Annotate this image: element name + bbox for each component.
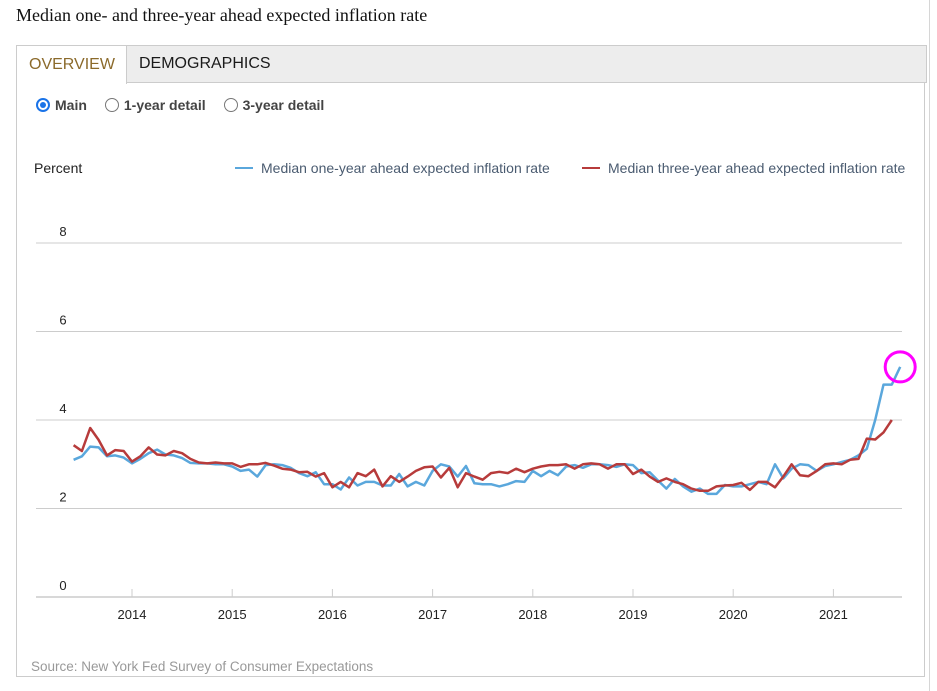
source-note: Source: New York Fed Survey of Consumer … — [31, 659, 374, 674]
series-line-three-year — [72, 419, 893, 493]
gridlines — [36, 242, 902, 509]
legend-item-one-year[interactable]: Median one-year ahead expected inflation… — [235, 160, 550, 176]
radio-checked-icon[interactable] — [36, 98, 50, 112]
y-tick-label: 8 — [59, 224, 66, 239]
x-tick-label: 2017 — [418, 607, 447, 622]
y-axis-ticks: 0 2 4 6 8 — [59, 224, 66, 593]
x-axis: 2014 2015 2016 2017 2018 2019 2020 2021 — [36, 589, 902, 622]
legend-swatch-one-year — [235, 166, 253, 170]
radio-unchecked-icon[interactable] — [104, 98, 119, 112]
radio-1-year-label: 1-year detail — [123, 97, 206, 113]
x-tick-label: 2014 — [118, 607, 147, 622]
y-tick-label: 6 — [59, 313, 66, 328]
legend-item-three-year[interactable]: Median three-year ahead expected inflati… — [582, 160, 905, 176]
page-title: Median one- and three-year ahead expecte… — [16, 5, 428, 25]
legend-label-one-year: Median one-year ahead expected inflation… — [261, 160, 550, 176]
highlight-circle — [883, 350, 917, 384]
x-tick-label: 2016 — [318, 607, 347, 622]
y-tick-label: 2 — [59, 490, 66, 505]
radio-main[interactable]: Main — [36, 97, 87, 113]
x-tick-label: 2020 — [719, 607, 748, 622]
tab-overview[interactable]: OVERVIEW — [16, 45, 127, 84]
legend-swatch-three-year — [582, 166, 600, 170]
x-tick-label: 2019 — [619, 607, 648, 622]
legend-label-three-year: Median three-year ahead expected inflati… — [608, 160, 906, 176]
y-tick-label: 0 — [59, 578, 66, 593]
radio-main-label: Main — [55, 97, 87, 113]
tab-bar — [16, 45, 927, 83]
scrollbar-edge — [929, 0, 930, 691]
view-radio-group: Main 1-year detail 3-year detail — [36, 97, 324, 113]
y-tick-label: 4 — [59, 401, 66, 416]
chart-panel — [16, 45, 925, 677]
radio-3-year-detail[interactable]: 3-year detail — [223, 97, 325, 113]
y-axis-title: Percent — [34, 160, 83, 176]
annotation-group — [883, 350, 917, 384]
tab-demographics[interactable]: DEMOGRAPHICS — [139, 55, 271, 72]
x-tick-label: 2021 — [819, 607, 848, 622]
radio-3-year-label: 3-year detail — [242, 97, 325, 113]
series-group — [72, 366, 902, 496]
radio-unchecked-icon[interactable] — [223, 98, 238, 112]
x-tick-label: 2018 — [518, 607, 547, 622]
x-tick-label: 2015 — [218, 607, 247, 622]
radio-1-year-detail[interactable]: 1-year detail — [104, 97, 206, 113]
